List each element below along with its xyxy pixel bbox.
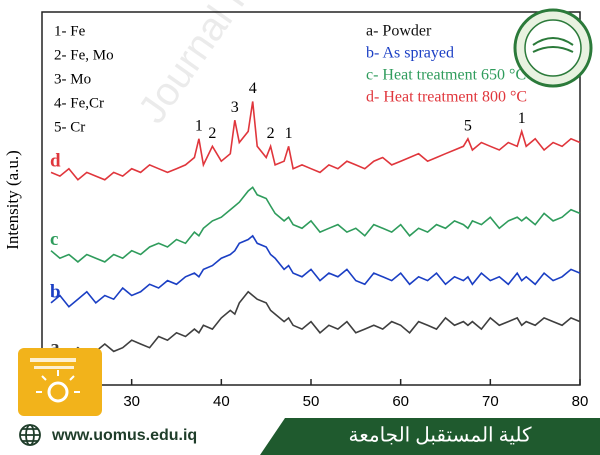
peak-label: 4 bbox=[249, 80, 257, 97]
legend-item: d- Heat treatment 800 °C bbox=[366, 89, 527, 106]
series-line bbox=[50, 101, 581, 181]
x-tick-label: 80 bbox=[572, 393, 589, 410]
x-tick-label: 50 bbox=[303, 393, 320, 410]
x-tick-label: 40 bbox=[213, 393, 230, 410]
legend-item: c- Heat treatment 650 °C bbox=[366, 67, 526, 84]
university-logo bbox=[513, 8, 593, 88]
peak-label: 1 bbox=[518, 110, 526, 127]
series-tag: d bbox=[50, 151, 61, 172]
badge bbox=[18, 348, 102, 416]
phase-legend-item: 4- Fe,Cr bbox=[54, 95, 104, 111]
x-tick-label: 70 bbox=[482, 393, 499, 410]
series-tag: c bbox=[50, 229, 58, 250]
legend-item: a- Powder bbox=[366, 23, 432, 40]
footer-college: كلية المستقبل الجامعة bbox=[348, 425, 532, 447]
x-tick-label: 60 bbox=[392, 393, 409, 410]
series-tag: a bbox=[50, 337, 60, 358]
peak-label: 1 bbox=[195, 117, 203, 134]
y-axis-label: Intensity (a.u.) bbox=[3, 150, 22, 250]
series-line bbox=[50, 234, 581, 308]
series-line bbox=[50, 290, 581, 360]
footer-url: www.uomus.edu.iq bbox=[51, 427, 197, 444]
peak-label: 2 bbox=[267, 125, 275, 142]
phase-legend-item: 2- Fe, Mo bbox=[54, 47, 114, 63]
series-line bbox=[50, 186, 581, 263]
peak-label: 3 bbox=[231, 99, 239, 116]
footer-banner bbox=[260, 418, 600, 455]
phase-legend-item: 1- Fe bbox=[54, 23, 86, 39]
x-tick-label: 30 bbox=[123, 393, 140, 410]
peak-label: 2 bbox=[208, 125, 216, 142]
peak-label: 5 bbox=[464, 117, 472, 134]
series-tag: b bbox=[50, 281, 61, 302]
legend-item: b- As sprayed bbox=[366, 45, 454, 62]
globe-icon bbox=[19, 424, 41, 446]
peak-label: 1 bbox=[285, 125, 293, 142]
phase-legend-item: 5- Cr bbox=[54, 119, 85, 135]
phase-legend-item: 3- Mo bbox=[54, 71, 91, 87]
